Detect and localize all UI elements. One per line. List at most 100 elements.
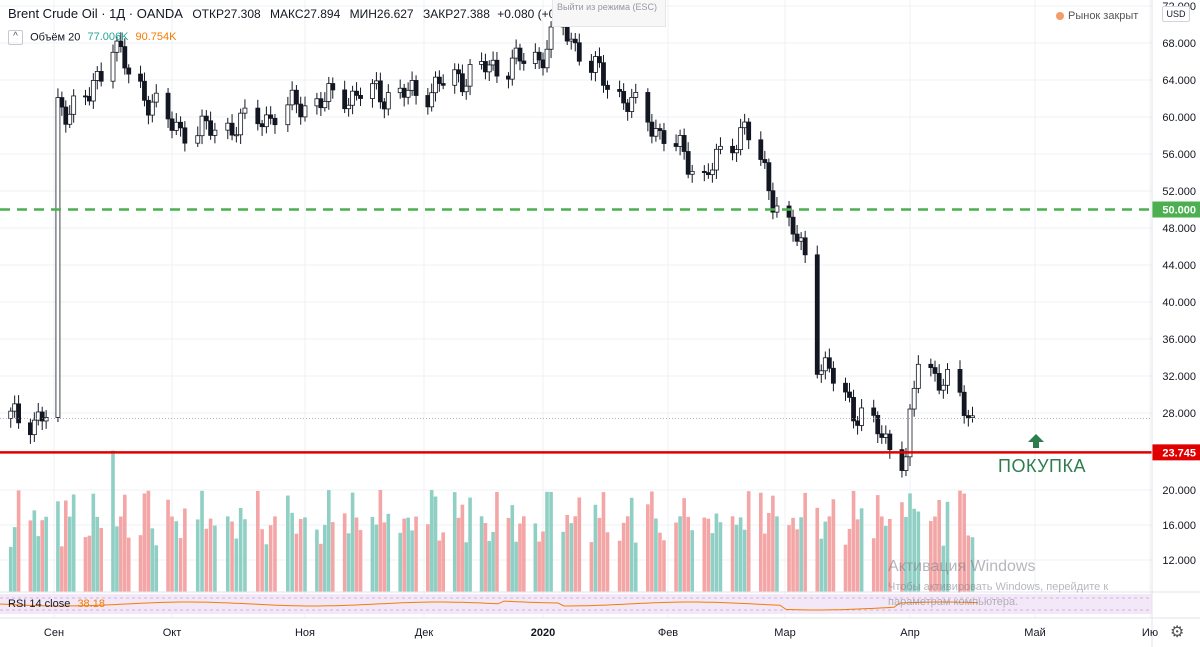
candle-body xyxy=(774,205,780,213)
volume-bar xyxy=(195,519,200,592)
candle-body xyxy=(681,135,687,152)
candle-body xyxy=(965,415,971,419)
volume-bar xyxy=(40,520,44,592)
candle-body xyxy=(657,128,663,131)
volume-bar xyxy=(208,518,213,592)
candle-body xyxy=(98,71,104,82)
volume-bar xyxy=(154,545,159,592)
volume-bar xyxy=(12,527,17,592)
status-dot-icon xyxy=(1056,12,1064,21)
volume-bar xyxy=(605,532,610,592)
volume-bar xyxy=(674,522,678,592)
volume-bar xyxy=(730,516,735,592)
candle-body xyxy=(738,127,744,150)
candle-body xyxy=(459,73,465,93)
volume-bar xyxy=(900,502,904,592)
volume-bar xyxy=(682,498,686,592)
candle-body xyxy=(883,433,889,438)
candle-body xyxy=(433,76,438,94)
volume-bar xyxy=(260,529,264,592)
rsi-legend: RSI 14 close 38.18 xyxy=(8,598,105,610)
volume-bar xyxy=(970,537,975,592)
rsi-label[interactable]: RSI 14 close xyxy=(8,598,71,610)
volume-bar xyxy=(426,524,430,592)
currency-badge[interactable]: USD xyxy=(1162,6,1190,22)
gear-icon[interactable]: ⚙ xyxy=(1170,624,1185,641)
candle-body xyxy=(940,384,946,391)
volume-bar xyxy=(706,518,711,592)
y-tick-label: 68.000 xyxy=(1162,38,1196,50)
candle-body xyxy=(794,233,800,242)
volume-bar xyxy=(966,535,971,592)
volume-bar xyxy=(350,492,355,592)
candle-body xyxy=(685,151,691,175)
volume-bar xyxy=(646,504,650,592)
volume-bar xyxy=(170,516,174,592)
candle-body xyxy=(593,56,598,73)
volume-bar xyxy=(545,491,549,592)
volume-bar xyxy=(815,507,820,592)
volume-bar xyxy=(912,508,916,592)
volume-value-2: 90.754K xyxy=(135,31,177,44)
volume-bar xyxy=(386,513,391,592)
volume-bar xyxy=(569,523,574,592)
y-tick-label: 60.000 xyxy=(1162,112,1196,124)
volume-bar xyxy=(238,507,243,592)
volume-label[interactable]: Объём 20 xyxy=(30,31,81,44)
volume-bar xyxy=(111,450,115,592)
candle-body xyxy=(440,83,446,86)
candle-body xyxy=(358,94,363,99)
symbol-title[interactable]: Brent Crude Oil · 1Д · OANDA xyxy=(8,6,183,21)
collapse-toggle-icon[interactable]: ^ xyxy=(8,30,23,45)
candle-body xyxy=(90,80,96,102)
candle-body xyxy=(826,357,832,369)
volume-bar xyxy=(831,499,836,592)
volume-bar xyxy=(803,492,807,592)
candle-body xyxy=(855,420,860,426)
volume-bar xyxy=(510,505,515,592)
candle-body xyxy=(145,99,151,116)
candle-body xyxy=(875,414,881,435)
volume-bar xyxy=(330,522,335,592)
volume-bar xyxy=(593,504,598,592)
arrow-up-icon xyxy=(1028,434,1044,448)
candle-body xyxy=(621,91,627,104)
volume-bar xyxy=(234,538,239,592)
candle-body xyxy=(677,135,683,147)
volume-bar xyxy=(847,528,852,592)
volume-bar xyxy=(370,517,375,592)
level-price-label-bg xyxy=(1152,201,1200,218)
candle-body xyxy=(629,96,635,112)
candle-body xyxy=(294,89,299,105)
volume-bar xyxy=(506,517,511,592)
candle-body xyxy=(326,83,332,102)
level-price-label: 50.000 xyxy=(1162,205,1196,217)
volume-bar xyxy=(95,516,100,592)
candle-body xyxy=(354,90,359,96)
candle-body xyxy=(513,47,519,59)
candle-body xyxy=(818,370,824,375)
volume-bar xyxy=(714,513,719,592)
candle-body xyxy=(588,60,594,73)
candle-body xyxy=(289,89,295,106)
candle-body xyxy=(238,112,244,136)
candle-body xyxy=(907,408,913,458)
candle-body xyxy=(509,57,515,80)
volume-bar xyxy=(855,519,860,592)
exit-fullscreen-hint[interactable]: Выйти из режима (ESC) xyxy=(552,0,666,27)
candle-body xyxy=(645,92,651,123)
volume-bar xyxy=(945,501,950,592)
volume-bar xyxy=(429,490,434,592)
candle-body xyxy=(758,139,764,160)
volume-bar xyxy=(174,521,179,592)
candle-body xyxy=(350,90,356,106)
x-tick-label: Ноя xyxy=(295,627,315,639)
volume-bar xyxy=(290,512,294,592)
volume-bar xyxy=(487,541,492,592)
volume-bar xyxy=(522,516,526,592)
candle-body xyxy=(822,357,828,372)
candle-body xyxy=(8,410,14,419)
volume-bar xyxy=(256,490,260,592)
candle-body xyxy=(709,169,715,176)
